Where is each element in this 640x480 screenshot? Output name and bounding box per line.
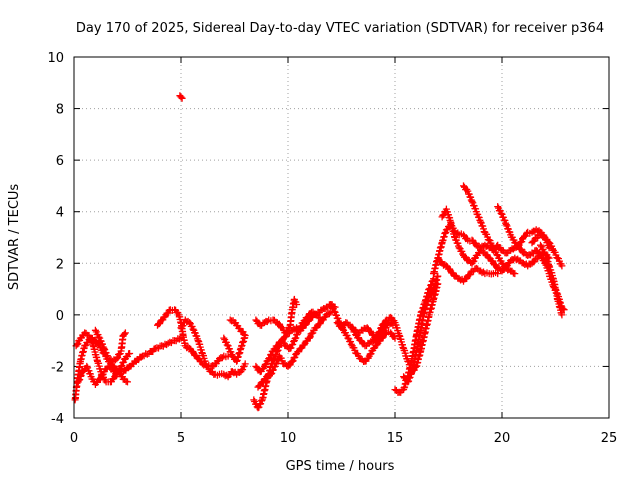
series-track-e [154, 306, 232, 370]
plus-marker-cluster [176, 92, 186, 102]
y-tick-label: 4 [56, 206, 64, 221]
plus-marker-cluster [252, 295, 301, 337]
x-tick-label: 5 [177, 431, 185, 446]
plus-marker-cluster [220, 316, 249, 365]
plus-marker-cluster [72, 329, 131, 386]
x-tick-label: 25 [601, 431, 618, 446]
plus-marker-cluster [400, 272, 442, 386]
data-series [71, 92, 568, 412]
series-track-j [252, 295, 301, 337]
plus-marker-cluster [528, 231, 566, 270]
y-tick-label: -2 [51, 360, 64, 375]
y-tick-label: 0 [56, 309, 64, 324]
plus-marker-cluster [434, 254, 502, 285]
plus-marker-cluster [74, 350, 134, 388]
plus-marker-cluster [541, 257, 568, 314]
series-track-s [434, 254, 502, 285]
y-tick-label: 6 [56, 154, 64, 169]
series-track-k [254, 308, 335, 391]
series-track-c [74, 350, 134, 388]
plus-marker-cluster [154, 306, 232, 370]
series-track-b [72, 329, 131, 386]
chart-title: Day 170 of 2025, Sidereal Day-to-day VTE… [76, 21, 604, 36]
plus-marker-cluster [177, 316, 249, 381]
x-tick-label: 0 [70, 431, 78, 446]
series-track-p [400, 272, 442, 386]
plus-marker-cluster [91, 326, 129, 365]
grid [74, 57, 609, 418]
x-tick-label: 10 [280, 431, 297, 446]
y-tick-label: 2 [56, 257, 64, 272]
y-tick-label: 10 [47, 51, 64, 66]
x-tick-label: 15 [387, 431, 404, 446]
plus-marker-cluster [460, 182, 519, 278]
plot-frame [73, 56, 610, 419]
plus-marker-cluster [252, 308, 324, 376]
series-track-i [252, 308, 324, 376]
series-track-f [177, 316, 249, 381]
y-tick-label: -4 [51, 412, 64, 427]
series-track-x [541, 257, 568, 314]
x-axis-label: GPS time / hours [286, 459, 395, 474]
y-axis-label: SDTVAR / TECUs [7, 184, 22, 291]
series-track-t [460, 182, 519, 278]
series-track-v [528, 231, 566, 270]
axis-ticks: 0 5 10 15 20 25 -4 -2 0 2 4 6 8 10 [47, 51, 617, 446]
x-tick-label: 20 [494, 431, 511, 446]
series-outlier [176, 92, 186, 102]
series-track-d [91, 326, 129, 365]
y-tick-label: 8 [56, 103, 64, 118]
series-track-g [220, 316, 249, 365]
plus-marker-cluster [254, 308, 335, 391]
